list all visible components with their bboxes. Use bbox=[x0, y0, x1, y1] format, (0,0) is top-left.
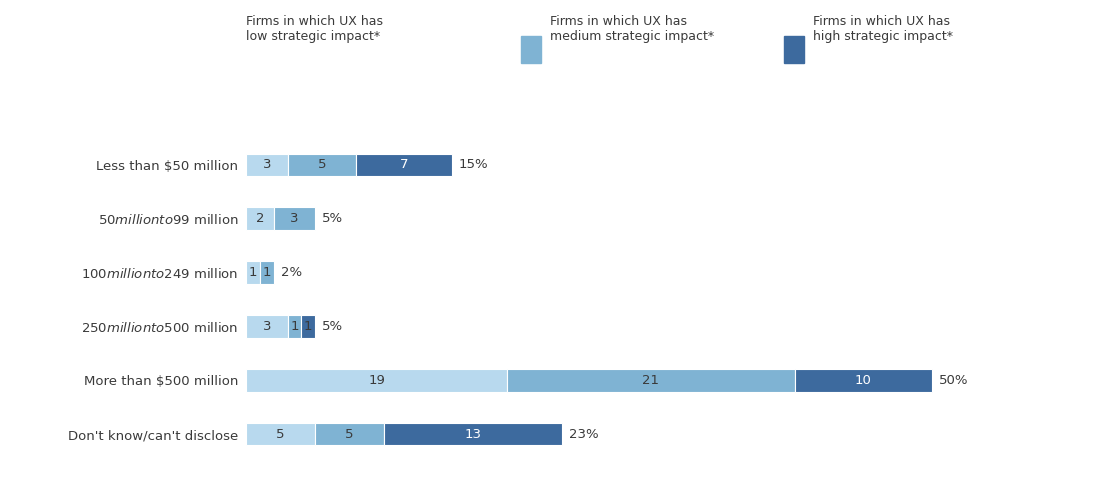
Text: 3: 3 bbox=[290, 212, 299, 225]
Bar bbox=[246, 207, 273, 230]
Text: Firms in which UX has
low strategic impact*: Firms in which UX has low strategic impa… bbox=[246, 15, 383, 43]
Bar bbox=[301, 315, 315, 338]
Text: 21: 21 bbox=[643, 374, 660, 387]
Bar bbox=[246, 261, 260, 284]
Text: 23%: 23% bbox=[569, 428, 598, 440]
Text: 1: 1 bbox=[249, 266, 258, 279]
Text: 1: 1 bbox=[290, 320, 299, 333]
Text: 10: 10 bbox=[855, 374, 871, 387]
Text: 1: 1 bbox=[263, 266, 271, 279]
Bar bbox=[356, 154, 452, 176]
Bar bbox=[288, 154, 356, 176]
Text: 5%: 5% bbox=[321, 320, 343, 333]
Text: Firms in which UX has
high strategic impact*: Firms in which UX has high strategic imp… bbox=[813, 15, 953, 43]
Bar bbox=[246, 423, 315, 445]
Text: 19: 19 bbox=[368, 374, 385, 387]
Bar bbox=[260, 261, 273, 284]
Text: 5: 5 bbox=[277, 428, 284, 440]
Text: 50%: 50% bbox=[939, 374, 969, 387]
Text: 15%: 15% bbox=[459, 159, 488, 171]
Text: 13: 13 bbox=[464, 428, 482, 440]
Text: 5: 5 bbox=[318, 159, 326, 171]
Text: 2: 2 bbox=[255, 212, 264, 225]
Text: 5%: 5% bbox=[321, 212, 343, 225]
Text: 3: 3 bbox=[263, 159, 271, 171]
Text: 3: 3 bbox=[263, 320, 271, 333]
Bar bbox=[288, 315, 301, 338]
Text: 1: 1 bbox=[304, 320, 312, 333]
Bar bbox=[383, 423, 562, 445]
Text: 5: 5 bbox=[345, 428, 354, 440]
Bar bbox=[246, 369, 507, 392]
Bar bbox=[315, 423, 383, 445]
Bar bbox=[273, 207, 315, 230]
Bar bbox=[246, 315, 288, 338]
Bar bbox=[507, 369, 795, 392]
Bar bbox=[795, 369, 932, 392]
Text: Firms in which UX has
medium strategic impact*: Firms in which UX has medium strategic i… bbox=[550, 15, 715, 43]
Text: 2%: 2% bbox=[281, 266, 301, 279]
Text: 7: 7 bbox=[400, 159, 409, 171]
Bar bbox=[246, 154, 288, 176]
